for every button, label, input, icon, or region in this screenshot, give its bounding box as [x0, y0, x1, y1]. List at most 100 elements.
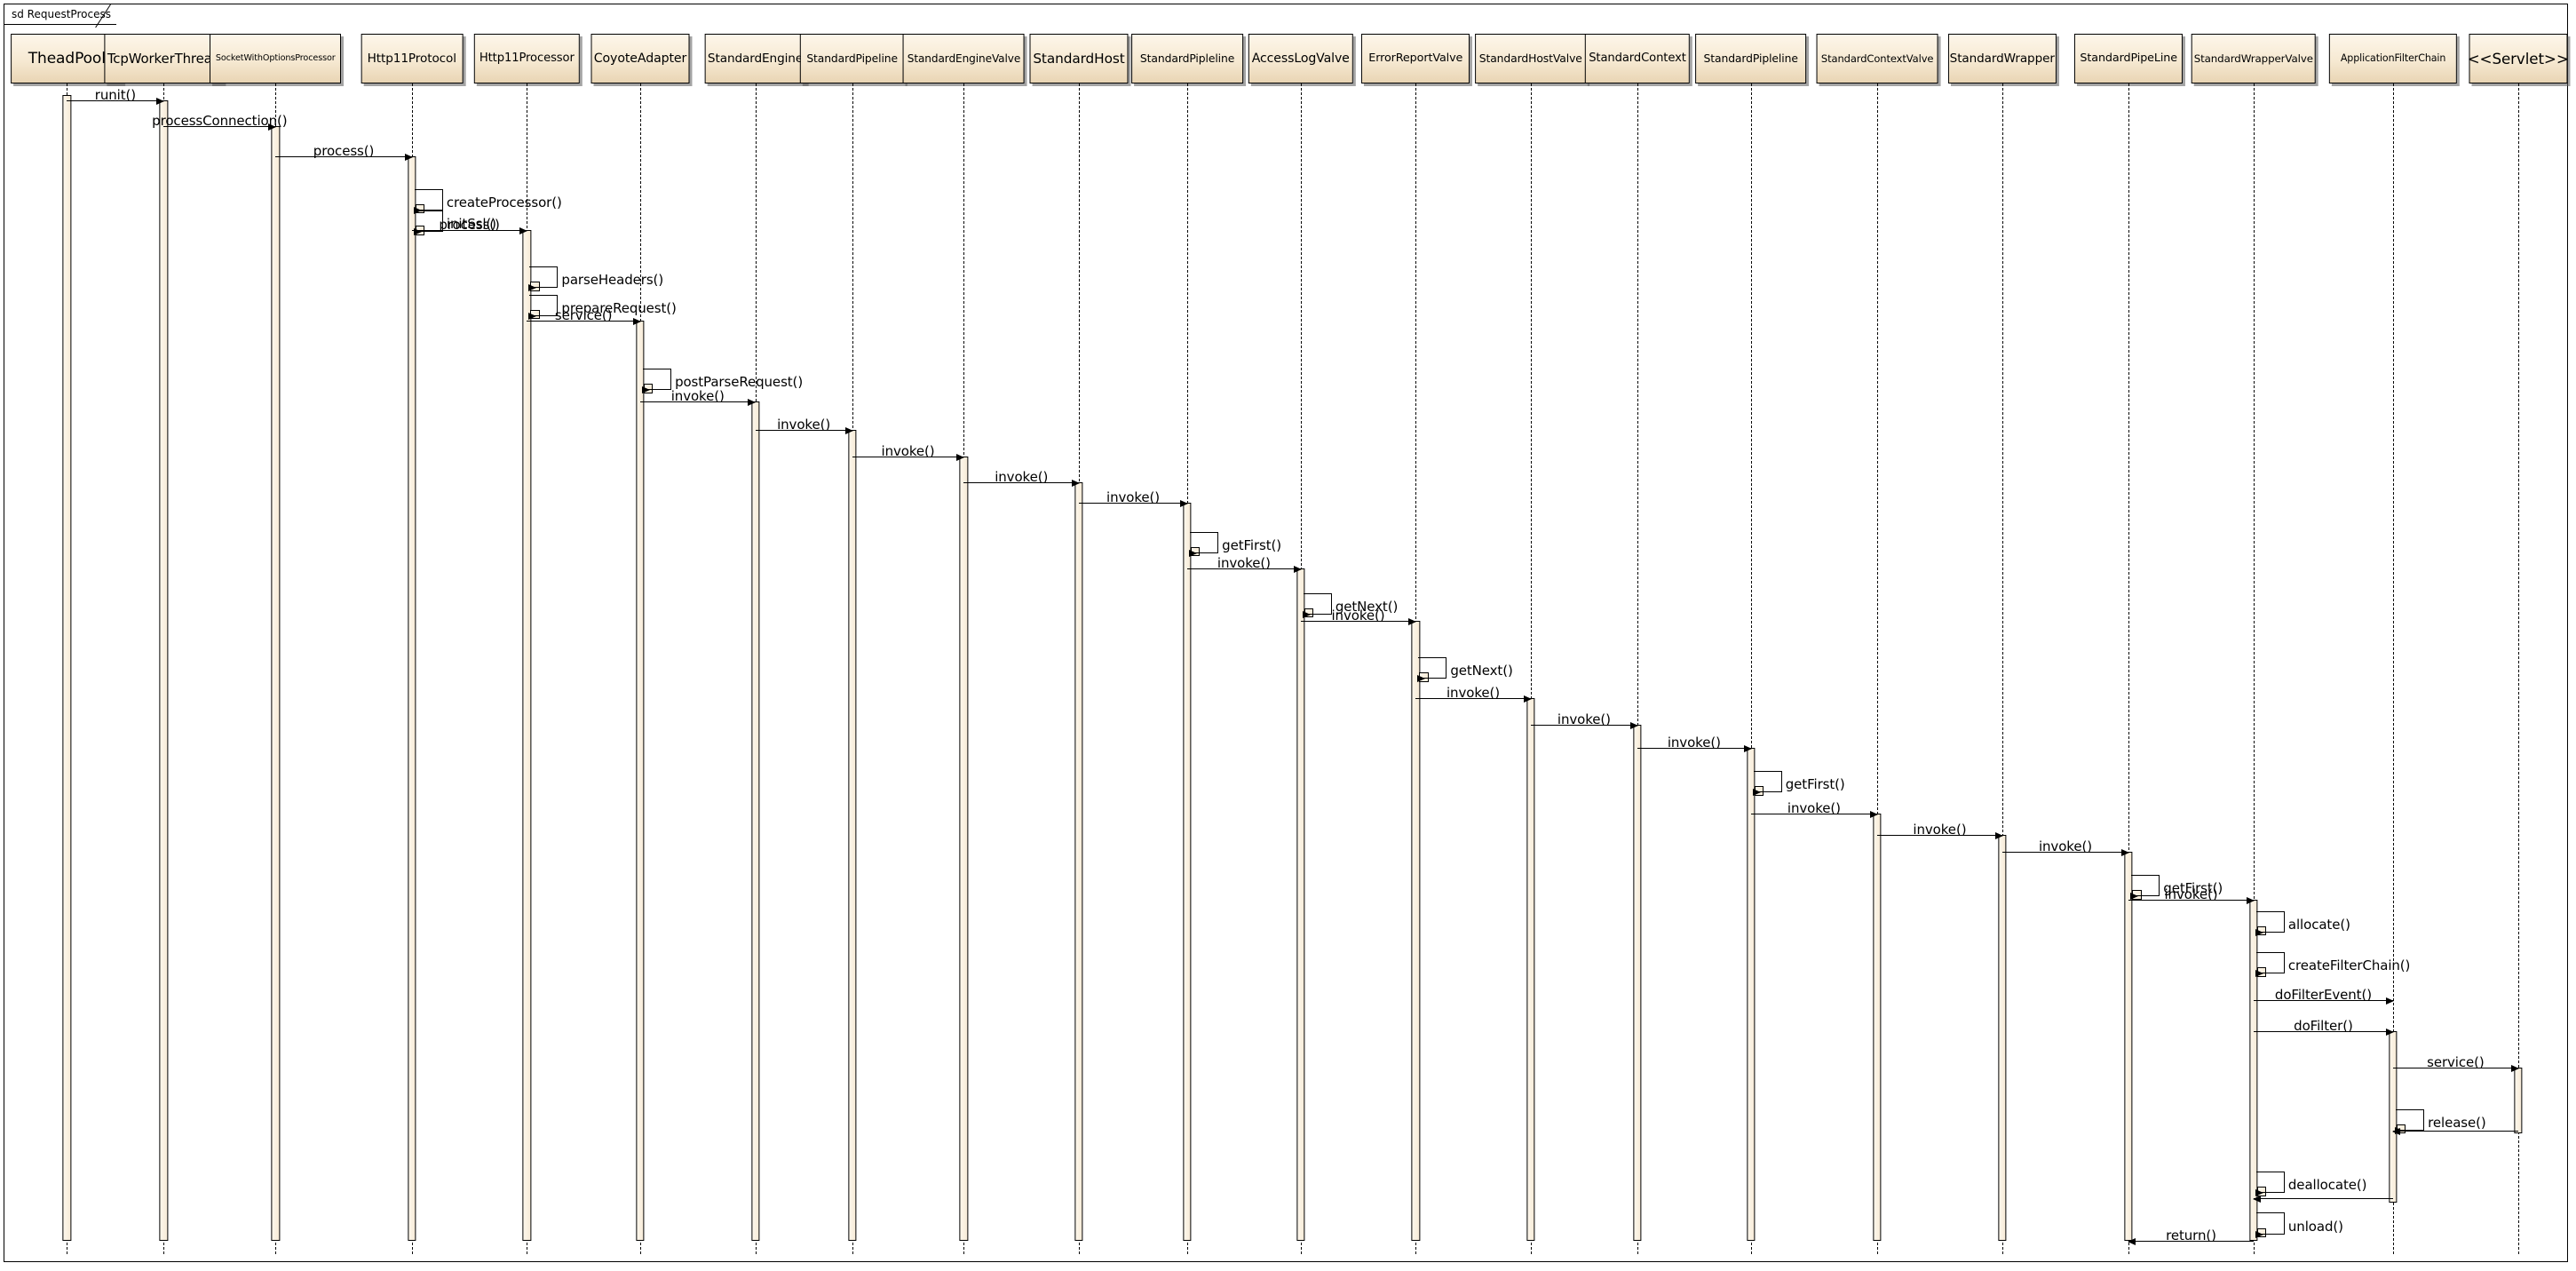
arrowhead-icon [1180, 499, 1189, 507]
arrowhead-icon [156, 97, 165, 105]
activation-bar-servlet[interactable] [2514, 1068, 2523, 1134]
activation-bar-http11proto[interactable] [408, 155, 416, 1242]
lifeline-head-stdcontext[interactable]: StandardContext [1584, 34, 1691, 84]
message-arrow-8[interactable]: invoke() [963, 471, 1080, 488]
activation-bar-hostvalve[interactable] [1526, 698, 1535, 1241]
message-label-2: process() [313, 142, 375, 159]
message-arrow-3[interactable]: process() [411, 218, 528, 235]
message-arrow-11[interactable]: invoke() [1300, 609, 1417, 626]
frame-label-tab: sd RequestProcess [4, 4, 129, 25]
arrowhead-icon [519, 227, 528, 235]
arrowhead-icon [1408, 618, 1417, 626]
message-arrow-5[interactable]: invoke() [639, 390, 757, 407]
activation-bar-coyote[interactable] [636, 321, 645, 1241]
self-message-label-6: getNext() [1335, 598, 1399, 615]
lifeline-head-hostvalve[interactable]: StandardHostValve [1474, 34, 1587, 84]
self-message-10[interactable] [2255, 910, 2285, 936]
self-message-8[interactable] [1752, 771, 1782, 797]
message-arrow-6[interactable]: invoke() [755, 417, 853, 434]
self-message-1[interactable] [413, 211, 443, 236]
message-arrow-17[interactable]: invoke() [2001, 840, 2130, 856]
activation-bar-enginevalve[interactable] [959, 456, 969, 1242]
self-message-4[interactable] [641, 369, 672, 394]
lifeline-head-stdhost[interactable]: StandardHost [1029, 34, 1129, 84]
self-message-5[interactable] [1189, 531, 1219, 558]
message-arrow-2[interactable]: process() [275, 144, 413, 161]
message-arrow-19[interactable]: doFilterEvent() [2253, 989, 2395, 1005]
lifeline-head-stdpipleline1[interactable]: StandardPipleline [1131, 34, 1243, 84]
lifeline-head-socketproc[interactable]: SocketWithOptionsProcessor [210, 34, 342, 84]
activation-bar-errorreport[interactable] [1411, 621, 1420, 1241]
activation-bar-contextvalve[interactable] [1873, 814, 1882, 1241]
activation-bar-socketproc[interactable] [271, 126, 280, 1242]
lifeline-head-servlet[interactable]: <<Servlet>> [2468, 34, 2569, 84]
arrowhead-icon [1293, 565, 1302, 573]
lifeline-dash-hostvalve [1530, 83, 1532, 1254]
self-message-11[interactable] [2255, 952, 2285, 978]
self-message-9[interactable] [2130, 874, 2160, 901]
self-message-14[interactable] [2255, 1212, 2285, 1238]
lifeline-head-contextvalve[interactable]: StandardContextValve [1816, 34, 1938, 84]
activation-bar-accesslog[interactable] [1296, 568, 1305, 1241]
lifeline-head-enginevalve[interactable]: StandardEngineValve [903, 34, 1025, 84]
message-arrow-10[interactable]: invoke() [1187, 556, 1302, 573]
activation-bar-threadpool[interactable] [62, 95, 71, 1242]
arrowhead-icon [641, 386, 650, 394]
arrowhead-icon [1743, 745, 1752, 753]
lifeline-head-stdpipeline2[interactable]: StandardPipeLine [2074, 34, 2184, 84]
lifeline-head-http11proc[interactable]: Http11Processor [474, 34, 580, 84]
lifeline-head-accesslog[interactable]: AccessLogValve [1248, 34, 1353, 84]
message-arrow-14[interactable]: invoke() [1637, 736, 1752, 753]
self-message-3[interactable] [528, 294, 559, 320]
arrowhead-icon [1994, 832, 2003, 840]
message-arrow-0[interactable]: runit() [67, 88, 165, 105]
activation-bar-stdpipleline1[interactable] [1183, 502, 1192, 1242]
lifeline-head-stdpipeline1[interactable]: StandardPipeline [799, 34, 905, 84]
activation-bar-stdpipeline1[interactable] [848, 429, 857, 1241]
self-message-6[interactable] [1302, 592, 1332, 618]
lifeline-head-coyote[interactable]: CoyoteAdapter [590, 34, 690, 84]
message-label-7: invoke() [881, 442, 935, 459]
lifeline-head-stdengine[interactable]: StandardEngine [704, 34, 806, 84]
lifeline-head-wrappervalve[interactable]: StandardWrapperValve [2191, 34, 2317, 84]
message-arrow-9[interactable]: invoke() [1078, 490, 1189, 507]
self-message-0[interactable] [413, 188, 443, 214]
lifeline-head-errorreport[interactable]: ErrorReportValve [1361, 34, 1470, 84]
lifeline-head-stdwrapper[interactable]: StandardWrapper [1947, 34, 2057, 84]
arrowhead-icon [748, 399, 757, 407]
lifeline-head-threadpool[interactable]: TheadPool [11, 34, 123, 84]
self-message-2[interactable] [528, 266, 559, 292]
message-arrow-18[interactable]: invoke() [2128, 887, 2255, 904]
lifeline-head-http11proto[interactable]: Http11Protocol [361, 34, 464, 84]
lifeline-head-tcpworker[interactable]: TcpWorkerThread [104, 34, 224, 84]
message-arrow-12[interactable]: invoke() [1415, 687, 1532, 703]
lifeline-head-filterchain[interactable]: ApplicationFilterChain [2328, 34, 2458, 84]
lifeline-head-stdpipleline2[interactable]: StandardPipleline [1694, 34, 1807, 84]
message-label-10: invoke() [1217, 554, 1271, 571]
message-arrow-13[interactable]: invoke() [1530, 713, 1639, 730]
message-arrow-20[interactable]: doFilter() [2253, 1020, 2395, 1037]
activation-bar-stdcontext[interactable] [1633, 725, 1642, 1242]
lifeline-name-stdwrapper: StandardWrapper [1949, 52, 2055, 67]
activation-bar-stdpipleline2[interactable] [1747, 748, 1756, 1242]
self-message-label-10: allocate() [2287, 916, 2350, 933]
self-message-13[interactable] [2255, 1172, 2285, 1197]
lifeline-dash-stdpipeline2 [2128, 83, 2130, 1254]
arrowhead-icon [2128, 1238, 2136, 1246]
self-message-label-14: unload() [2287, 1218, 2343, 1235]
activation-bar-stdengine[interactable] [750, 401, 760, 1242]
message-arrow-24[interactable]: return() [2128, 1229, 2254, 1246]
activation-bar-stdhost[interactable] [1074, 482, 1083, 1241]
self-message-12[interactable] [2395, 1108, 2425, 1134]
message-arrow-1[interactable]: processConnection() [152, 115, 288, 131]
activation-bar-tcpworker[interactable] [159, 99, 169, 1241]
activation-bar-stdwrapper[interactable] [1998, 835, 2007, 1242]
activation-bar-stdpipeline2[interactable] [2124, 852, 2133, 1242]
message-arrow-22[interactable] [2392, 1127, 2518, 1135]
message-arrow-23[interactable] [2252, 1195, 2394, 1203]
self-message-7[interactable] [1417, 656, 1447, 683]
self-message-label-7: getNext() [1450, 663, 1513, 679]
message-arrow-4[interactable]: service() [527, 309, 641, 326]
activation-bar-http11proc[interactable] [522, 230, 531, 1241]
message-arrow-16[interactable]: invoke() [1877, 823, 2003, 840]
